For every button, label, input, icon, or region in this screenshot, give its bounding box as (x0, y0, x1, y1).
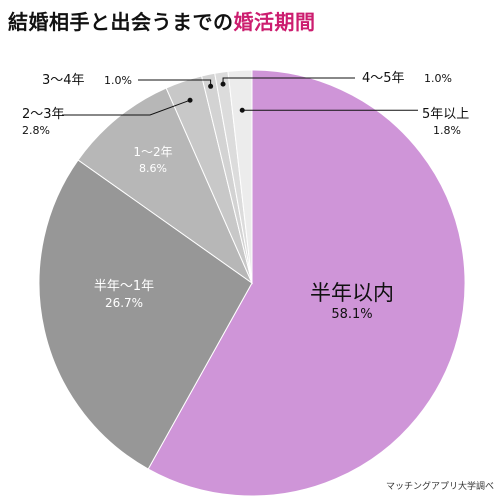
page-title: 結婚相手と出会うまでの婚活期間 (8, 6, 316, 35)
callout-line (62, 99, 191, 116)
slice-value-label: 58.1% (331, 307, 372, 322)
slice-label: 1〜2年 (133, 145, 172, 159)
title-highlight: 婚活期間 (233, 10, 316, 34)
callout-line (222, 77, 355, 85)
pie-slice (38, 159, 253, 470)
pie-slices (38, 69, 466, 497)
slice-label: 3〜4年 (42, 73, 85, 88)
pie-slice (77, 87, 254, 285)
slice-value-label: 2.8% (22, 124, 50, 137)
title-main: 結婚相手と出会うまでの (8, 10, 234, 34)
slice-label: 2〜3年 (22, 107, 65, 122)
slice-value-label: 1.0% (104, 74, 132, 87)
slice-value-label: 8.6% (139, 162, 167, 175)
slice-value-label: 26.7% (105, 296, 143, 310)
pie-slice (147, 69, 466, 497)
pie-slice (227, 69, 253, 284)
slice-value-label: 1.8% (433, 124, 461, 137)
source-note: マッチングアプリ大学調べ (385, 482, 494, 492)
slice-value-label: 1.0% (424, 72, 452, 85)
slice-label: 5年以上 (422, 107, 469, 122)
slice-label: 4〜5年 (362, 71, 405, 86)
pie-labels: 半年以内 58.1% 半年〜1年 26.7% 1〜2年 8.6% 2〜3年 2.8% 3〜4年 1… (22, 71, 469, 322)
slice-label: 半年以内 (310, 281, 394, 305)
slice-label: 半年〜1年 (94, 279, 154, 294)
callout-line (138, 79, 212, 87)
